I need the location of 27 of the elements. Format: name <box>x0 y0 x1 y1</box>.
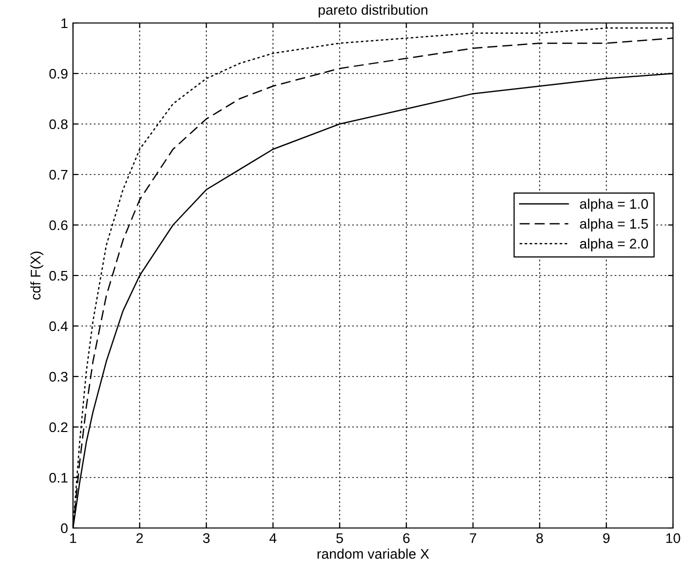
y-tick-label: 0.9 <box>49 68 68 79</box>
y-tick-label: 1 <box>61 18 68 28</box>
legend-label: alpha = 1.5 <box>580 218 648 232</box>
legend-label: alpha = 2.0 <box>580 238 648 252</box>
y-axis-title: cdf F(X) <box>30 252 44 300</box>
y-tick-label: 0.3 <box>49 372 68 382</box>
y-tick-label: 0.7 <box>49 170 68 180</box>
x-tick-label: 5 <box>336 533 343 544</box>
x-axis-title: random variable X <box>318 548 430 559</box>
x-tick-label: 6 <box>403 533 410 544</box>
x-tick-label: 2 <box>136 533 143 543</box>
x-tick-label: 8 <box>536 533 543 544</box>
x-tick-label: 7 <box>470 533 476 543</box>
x-tick-label: 3 <box>203 533 210 544</box>
y-tick-label: 0.8 <box>49 119 68 130</box>
y-tick-label: 0.6 <box>49 220 68 230</box>
x-tick-label: 9 <box>603 533 610 544</box>
x-tick-label: 1 <box>70 533 76 543</box>
x-tick-label: 10 <box>666 533 680 544</box>
chart-title: pareto distribution <box>318 4 428 18</box>
y-tick-label: 0.5 <box>49 270 68 281</box>
y-tick-label: 0.4 <box>49 321 68 332</box>
legend-label: alpha = 1.0 <box>580 198 648 212</box>
y-tick-label: 0.2 <box>49 422 68 432</box>
y-tick-label: 0.1 <box>49 472 68 483</box>
x-tick-label: 4 <box>269 533 276 543</box>
y-tick-label: 0 <box>60 523 68 534</box>
